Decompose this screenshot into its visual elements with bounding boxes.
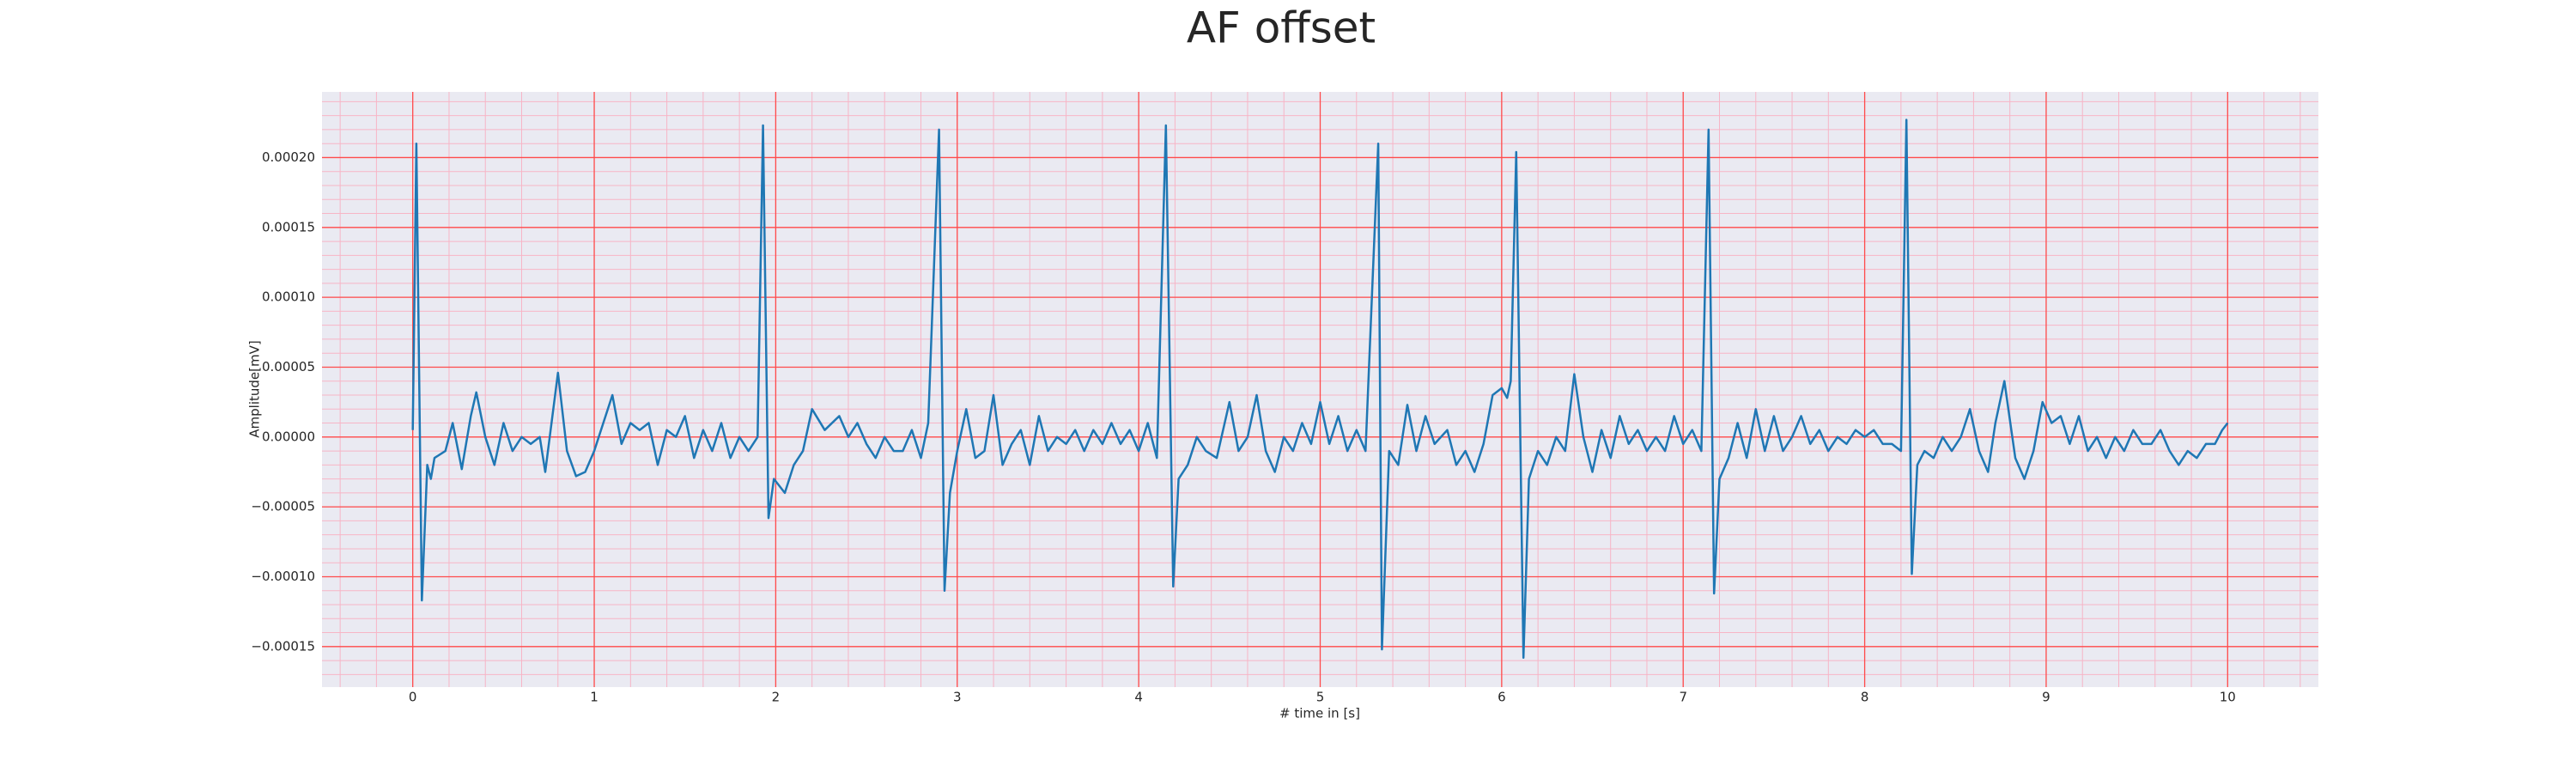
x-tick-label: 8 — [1861, 690, 1869, 705]
line-series — [411, 119, 2229, 660]
y-tick-label: −0.00015 — [251, 638, 315, 654]
x-tick-label: 6 — [1498, 690, 1506, 705]
y-tick-label: 0.00015 — [262, 219, 315, 234]
x-tick-label: 3 — [953, 690, 962, 705]
x-axis-label: # time in [s] — [1279, 706, 1360, 721]
y-tick-label: −0.00005 — [251, 499, 315, 514]
x-tick-label: 10 — [2220, 690, 2236, 705]
x-tick-label: 1 — [590, 690, 598, 705]
chart-title: AF offset — [1187, 3, 1376, 53]
y-tick-label: 0.00005 — [262, 359, 315, 374]
y-tick-label: −0.00010 — [251, 569, 315, 584]
y-tick-label: 0.00020 — [262, 149, 315, 165]
x-tick-label: 0 — [409, 690, 417, 705]
y-tick-label: 0.00010 — [262, 289, 315, 305]
x-tick-label: 5 — [1316, 690, 1325, 705]
x-tick-label: 2 — [772, 690, 781, 705]
y-axis-label: Amplitude[mV] — [247, 340, 263, 437]
x-tick-label: 7 — [1679, 690, 1687, 705]
y-tick-label: 0.00000 — [262, 429, 315, 444]
x-tick-label: 9 — [2042, 690, 2050, 705]
x-tick-label: 4 — [1134, 690, 1143, 705]
